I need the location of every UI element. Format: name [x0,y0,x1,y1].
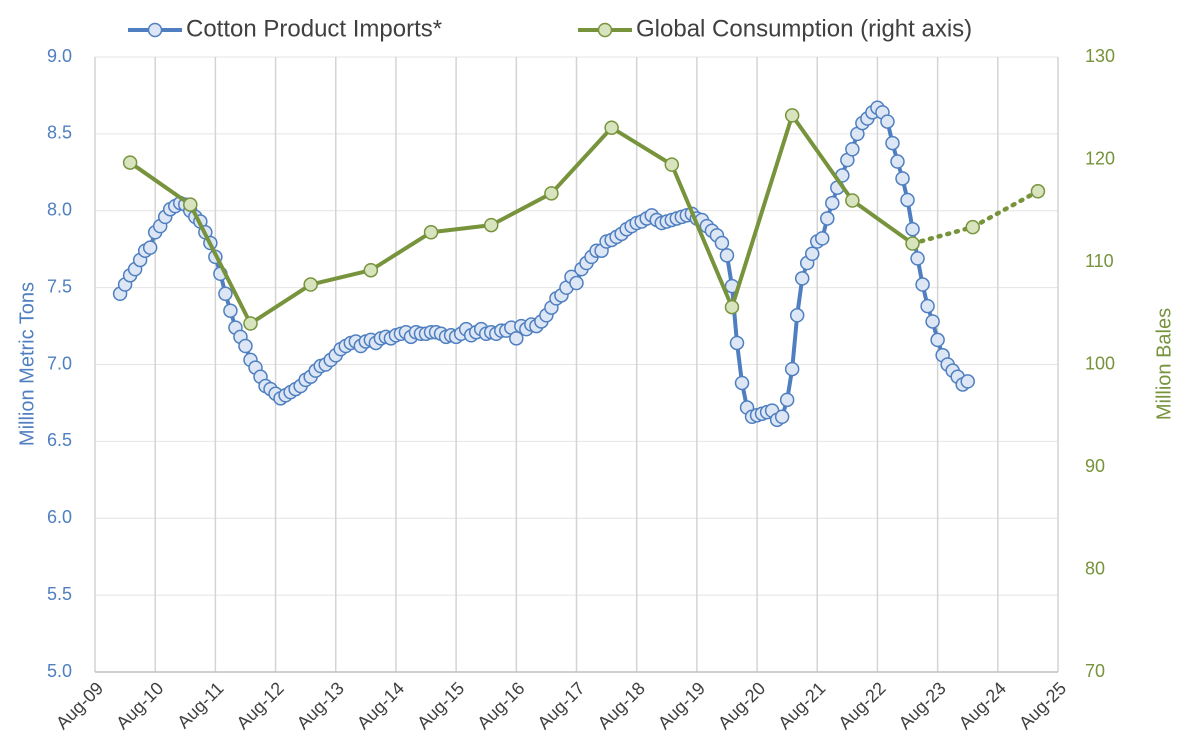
x-tick-label: Aug-23 [895,678,950,733]
data-point [960,374,975,389]
y2-axis-label: Million Bales [1153,308,1175,420]
data-point [930,332,945,348]
x-tick-label: Aug-18 [594,678,649,733]
series-line [118,105,970,422]
y2-tick-label: 100 [1085,353,1115,373]
y-tick-label: 7.0 [47,353,72,373]
legend-label: Cotton Product Imports* [186,15,442,42]
data-point [779,392,795,408]
data-point [122,155,138,170]
y2-tick-label: 90 [1085,456,1105,476]
data-point [719,248,735,263]
data-point [734,375,750,391]
data-point [238,338,253,354]
data-point [218,286,233,302]
data-point [965,219,980,235]
x-tick-label: Aug-12 [233,678,288,733]
data-point [815,231,830,246]
x-tick-label: Aug-13 [293,678,348,733]
x-tick-label: Aug-21 [774,678,829,733]
y-tick-label: 6.5 [47,430,72,450]
data-point [774,409,790,425]
y2-tick-label: 70 [1085,661,1105,681]
x-tick-label: Aug-14 [353,678,408,733]
data-point [825,195,840,211]
y-tick-label: 5.0 [47,661,72,681]
x-tick-label: Aug-11 [173,678,227,732]
data-point [890,154,905,169]
y-tick-label: 8.5 [47,123,72,143]
data-point [423,225,439,240]
x-tick-label: Aug-10 [112,678,167,733]
data-point [784,108,800,123]
x-tick-label: Aug-17 [533,678,588,733]
y-tick-label: 5.5 [47,584,72,604]
data-point [845,193,860,208]
y-tick-label: 7.5 [47,276,72,296]
data-point [895,171,910,186]
y-tick-label: 8.0 [47,200,72,220]
x-tick-label: Aug-22 [834,678,889,733]
data-point [804,246,820,262]
data-point [483,217,499,233]
data-point [142,240,158,255]
y2-tick-label: 110 [1085,251,1114,271]
data-point [544,186,559,201]
data-point [915,277,930,292]
data-point [900,192,915,208]
data-point [183,197,198,212]
data-point [905,236,920,251]
data-point [789,308,805,323]
data-point [714,235,730,251]
data-point [885,135,900,151]
data-point [604,120,619,135]
data-point [1030,184,1046,199]
data-point [509,331,524,346]
data-point [223,303,238,318]
y-tick-label: 6.0 [47,507,72,527]
y2-tick-label: 130 [1085,46,1115,66]
data-point [880,114,895,129]
series-line [128,113,915,326]
data-point [569,275,584,291]
y2-tick-label: 80 [1085,558,1105,578]
y-tick-label: 9.0 [47,46,72,66]
x-tick-label: Aug-24 [955,678,1010,733]
data-point [664,157,680,172]
legend-marker [597,22,613,38]
data-point [905,221,920,237]
data-point [243,316,258,331]
data-point [925,314,940,329]
data-point [820,211,835,226]
x-tick-label: Aug-25 [1015,678,1070,733]
data-point [724,299,740,315]
data-point [845,142,860,157]
x-tick-label: Aug-15 [413,678,468,733]
data-point [910,251,925,266]
data-point [794,271,810,286]
x-tick-label: Aug-20 [714,678,769,733]
y2-tick-label: 120 [1085,148,1115,168]
data-point [303,277,318,292]
x-tick-label: Aug-16 [473,678,528,733]
y-axis-label: Million Metric Tons [16,282,38,446]
data-point [363,262,379,278]
x-tick-label: Aug-19 [654,678,709,733]
data-point [920,298,935,314]
legend-marker [147,22,163,38]
data-point [729,335,745,351]
x-tick-label: Aug-09 [52,678,107,733]
legend-label: Global Consumption (right axis) [636,15,972,42]
data-point [784,361,800,377]
series-line [910,189,1041,246]
